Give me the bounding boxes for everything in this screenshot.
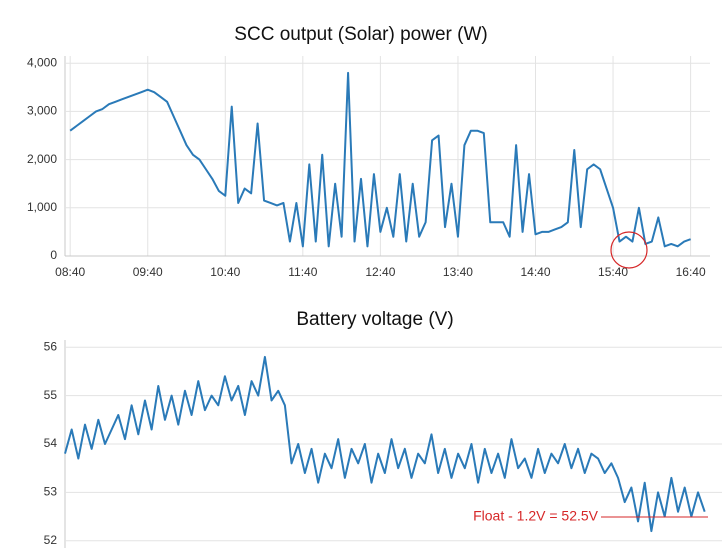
x-tick-label: 13:40 [443, 265, 473, 279]
y-tick-label: 3,000 [27, 104, 57, 118]
y-tick-label: 54 [44, 436, 58, 450]
y-tick-label: 0 [50, 248, 57, 262]
y-tick-label: 55 [44, 388, 58, 402]
data-layer [64, 71, 706, 533]
y-tick-label: 56 [44, 339, 58, 353]
x-tick-label: 10:40 [210, 265, 240, 279]
x-tick-label: 12:40 [365, 265, 395, 279]
y-tick-label: 1,000 [27, 200, 57, 214]
x-tick-label: 16:40 [676, 265, 706, 279]
y-tick-label: 4,000 [27, 55, 57, 69]
y-tick-label: 52 [44, 533, 58, 547]
x-tick-label: 09:40 [133, 265, 163, 279]
annotation: Float - 1.2V = 52.5V [473, 508, 599, 524]
text-layer: SCC output (Solar) power (W) Battery vol… [27, 24, 706, 547]
data-line [64, 355, 706, 533]
x-tick-label: 08:40 [55, 265, 85, 279]
x-tick-label: 15:40 [598, 265, 628, 279]
data-line [69, 71, 691, 248]
y-tick-label: 53 [44, 485, 58, 499]
x-tick-label: 14:40 [520, 265, 550, 279]
chart-title: SCC output (Solar) power (W) [234, 24, 487, 45]
chart-title: Battery voltage (V) [296, 309, 453, 330]
x-tick-label: 11:40 [288, 265, 317, 279]
y-tick-label: 2,000 [27, 152, 57, 166]
highlight-circle [610, 231, 648, 269]
